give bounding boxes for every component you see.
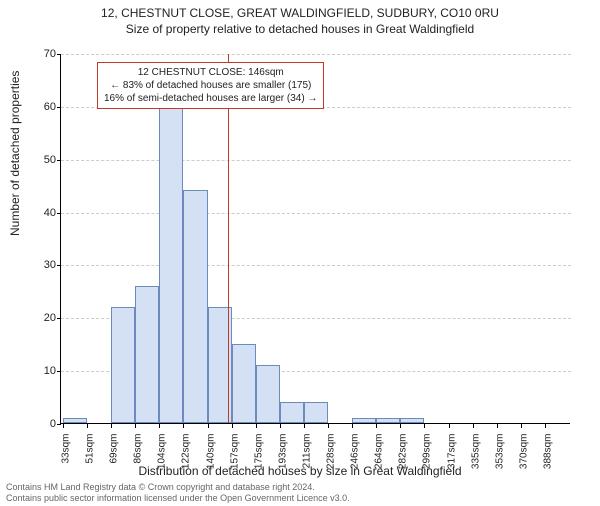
annotation-box: 12 CHESTNUT CLOSE: 146sqm← 83% of detach… — [97, 62, 324, 109]
ytick-mark — [57, 318, 61, 319]
histogram-bar — [135, 286, 159, 423]
xtick-mark — [63, 424, 64, 428]
histogram-bar — [183, 190, 207, 423]
xtick-mark — [304, 424, 305, 428]
gridline — [61, 213, 571, 214]
xtick-mark — [87, 424, 88, 428]
xtick-mark — [473, 424, 474, 428]
annotation-line2: ← 83% of detached houses are smaller (17… — [104, 79, 317, 92]
xtick-mark — [208, 424, 209, 428]
xtick-mark — [256, 424, 257, 428]
xtick-mark — [183, 424, 184, 428]
page-title: 12, CHESTNUT CLOSE, GREAT WALDINGFIELD, … — [0, 6, 600, 20]
histogram-bar — [232, 344, 256, 423]
histogram-bar — [376, 418, 400, 423]
plot-area: 01020304050607033sqm51sqm69sqm86sqm104sq… — [60, 54, 570, 424]
ytick-label: 20 — [16, 312, 56, 324]
xtick-mark — [232, 424, 233, 428]
xtick-mark — [521, 424, 522, 428]
xtick-mark — [352, 424, 353, 428]
histogram-bar — [400, 418, 424, 423]
gridline — [61, 160, 571, 161]
footer-attribution: Contains HM Land Registry data © Crown c… — [6, 482, 350, 504]
ytick-mark — [57, 160, 61, 161]
ytick-label: 50 — [16, 154, 56, 166]
x-axis-label: Distribution of detached houses by size … — [0, 464, 600, 478]
ytick-mark — [57, 371, 61, 372]
xtick-mark — [424, 424, 425, 428]
xtick-mark — [497, 424, 498, 428]
ytick-label: 60 — [16, 101, 56, 113]
page-subtitle: Size of property relative to detached ho… — [0, 22, 600, 36]
histogram-bar — [159, 95, 183, 423]
footer-line2: Contains public sector information licen… — [6, 493, 350, 504]
ytick-label: 30 — [16, 259, 56, 271]
chart: 01020304050607033sqm51sqm69sqm86sqm104sq… — [60, 54, 570, 424]
xtick-mark — [280, 424, 281, 428]
footer-line1: Contains HM Land Registry data © Crown c… — [6, 482, 350, 493]
ytick-mark — [57, 107, 61, 108]
ytick-label: 70 — [16, 48, 56, 60]
ytick-mark — [57, 54, 61, 55]
histogram-bar — [256, 365, 280, 423]
xtick-mark — [111, 424, 112, 428]
annotation-line3: 16% of semi-detached houses are larger (… — [104, 92, 317, 105]
ytick-mark — [57, 213, 61, 214]
xtick-mark — [159, 424, 160, 428]
ytick-label: 40 — [16, 207, 56, 219]
xtick-mark — [545, 424, 546, 428]
marker-line — [228, 54, 229, 423]
ytick-mark — [57, 424, 61, 425]
xtick-mark — [328, 424, 329, 428]
xtick-mark — [376, 424, 377, 428]
ytick-label: 10 — [16, 365, 56, 377]
histogram-bar — [304, 402, 328, 423]
gridline — [61, 265, 571, 266]
gridline — [61, 54, 571, 55]
histogram-bar — [63, 418, 87, 423]
histogram-bar — [111, 307, 135, 423]
histogram-bar — [352, 418, 376, 423]
ytick-label: 0 — [16, 418, 56, 430]
xtick-mark — [135, 424, 136, 428]
annotation-line1: 12 CHESTNUT CLOSE: 146sqm — [104, 66, 317, 79]
xtick-mark — [449, 424, 450, 428]
xtick-mark — [400, 424, 401, 428]
histogram-bar — [280, 402, 304, 423]
ytick-mark — [57, 265, 61, 266]
